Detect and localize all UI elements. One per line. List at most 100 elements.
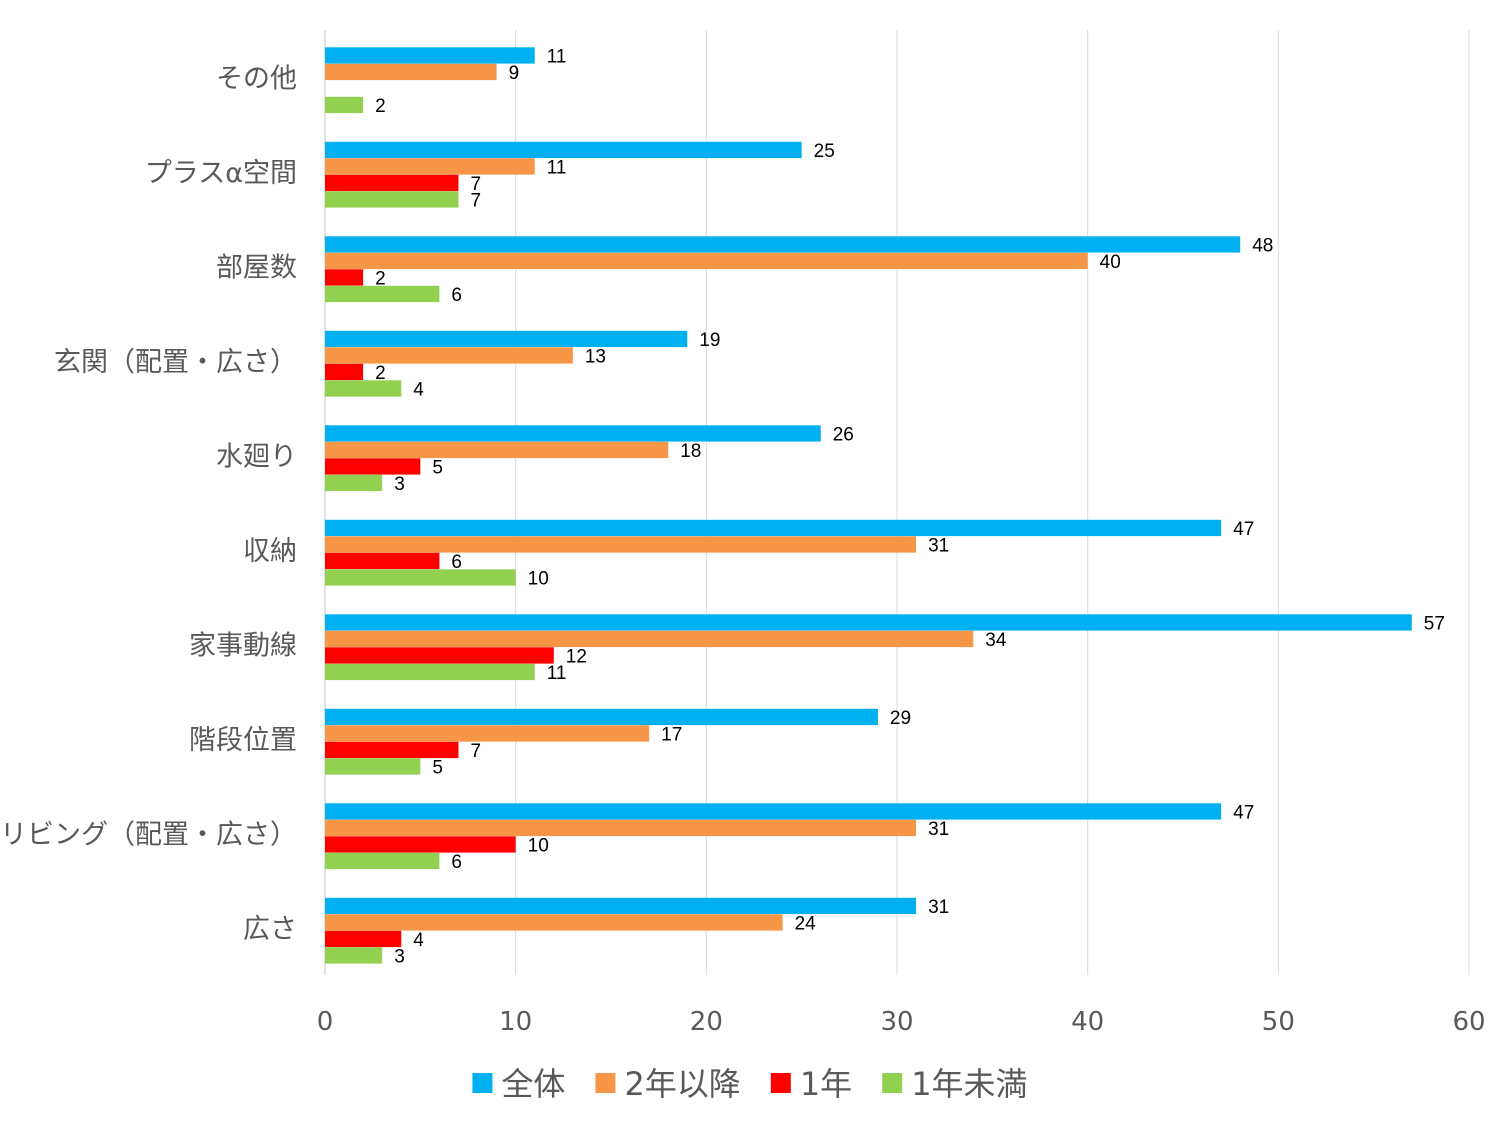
bar [325, 63, 497, 81]
bar [325, 380, 402, 397]
data-label: 5 [432, 757, 443, 778]
data-label: 3 [394, 946, 405, 967]
data-label: 25 [814, 141, 835, 162]
data-label: 29 [890, 708, 911, 729]
x-tick-label: 10 [499, 1007, 532, 1037]
bar [325, 819, 917, 837]
data-label: 31 [928, 897, 949, 918]
legend-swatch [770, 1073, 791, 1093]
category-label: 部屋数 [216, 252, 297, 283]
bar [325, 158, 535, 175]
data-label: 2 [375, 96, 386, 117]
data-label: 47 [1233, 519, 1254, 540]
data-label: 7 [470, 190, 481, 211]
data-label: 57 [1424, 613, 1445, 634]
data-label: 10 [528, 568, 549, 589]
data-label: 7 [470, 741, 481, 762]
data-label: 47 [1233, 802, 1254, 823]
bar [325, 285, 440, 303]
data-label: 24 [795, 913, 817, 934]
data-label: 2 [375, 268, 386, 289]
bar [325, 330, 688, 348]
data-label: 6 [451, 285, 462, 306]
category-label: その他 [216, 63, 297, 94]
legend: 全体 2年以降 1年 1年未満 [472, 1065, 1028, 1103]
legend-swatch [595, 1073, 616, 1093]
bar [325, 852, 440, 870]
data-label: 11 [547, 663, 567, 684]
bar [325, 569, 516, 586]
bar [325, 458, 421, 475]
data-label: 31 [928, 819, 949, 840]
bar [325, 191, 459, 208]
bar [325, 725, 650, 742]
category-label: 水廻り [216, 441, 297, 472]
bar [325, 174, 459, 192]
data-label: 5 [432, 457, 443, 478]
bar [325, 441, 669, 459]
data-label: 17 [661, 724, 682, 745]
data-label: 34 [985, 630, 1007, 651]
bar [325, 947, 383, 964]
data-label: 3 [394, 474, 405, 495]
bar [325, 474, 383, 492]
bar [325, 803, 1222, 820]
bar [325, 536, 917, 553]
x-tick-label: 60 [1452, 1007, 1485, 1037]
data-label: 13 [585, 346, 606, 367]
bar [325, 236, 1241, 253]
x-tick-label: 50 [1262, 1007, 1295, 1037]
bar [325, 708, 878, 726]
category-label: 玄関（配置・広さ） [54, 347, 297, 378]
bar [325, 663, 535, 681]
x-tick-label: 30 [880, 1007, 913, 1037]
bar [325, 836, 516, 853]
data-label: 19 [699, 330, 720, 351]
bar [325, 96, 364, 114]
legend-label: 2年以降 [624, 1065, 740, 1103]
bar [325, 647, 554, 664]
data-label: 9 [509, 63, 520, 84]
bar [325, 614, 1412, 631]
data-label: 11 [547, 157, 567, 178]
legend-label: 1年未満 [911, 1065, 1027, 1103]
bar [325, 741, 459, 759]
data-label: 12 [566, 646, 587, 667]
data-labels: 1192251177484026191324261853473161057341… [375, 46, 1445, 967]
x-tick-labels: 0 10 20 30 40 50 60 [317, 1007, 1486, 1037]
x-tick-label: 20 [690, 1007, 723, 1037]
data-label: 4 [413, 379, 424, 400]
data-label: 6 [451, 852, 462, 873]
category-label: 広さ [243, 914, 297, 945]
data-label: 40 [1100, 252, 1121, 273]
category-label: 家事動線 [189, 630, 297, 661]
legend-swatch [472, 1073, 493, 1093]
bar [325, 914, 783, 931]
data-label: 4 [413, 930, 424, 951]
bar [325, 252, 1088, 270]
bar [325, 141, 802, 159]
data-label: 31 [928, 535, 949, 556]
category-label: プラスα空間 [145, 158, 297, 189]
data-label: 48 [1252, 235, 1273, 256]
data-label: 7 [470, 174, 481, 195]
data-label: 2 [375, 363, 386, 384]
legend-swatch [882, 1073, 903, 1093]
data-label: 6 [451, 552, 462, 573]
bar [325, 425, 821, 442]
bar [325, 897, 917, 915]
data-label: 10 [528, 835, 549, 856]
data-label: 11 [547, 46, 567, 67]
bars [325, 47, 1412, 964]
bar [325, 269, 364, 286]
category-label: 階段位置 [189, 725, 297, 756]
bar [325, 363, 364, 381]
x-tick-label: 40 [1071, 1007, 1104, 1037]
category-label: リビング（配置・広さ） [0, 819, 297, 850]
legend-label: 1年 [800, 1065, 852, 1103]
bar [325, 519, 1222, 537]
bar [325, 630, 974, 648]
x-tick-label: 0 [317, 1007, 334, 1037]
